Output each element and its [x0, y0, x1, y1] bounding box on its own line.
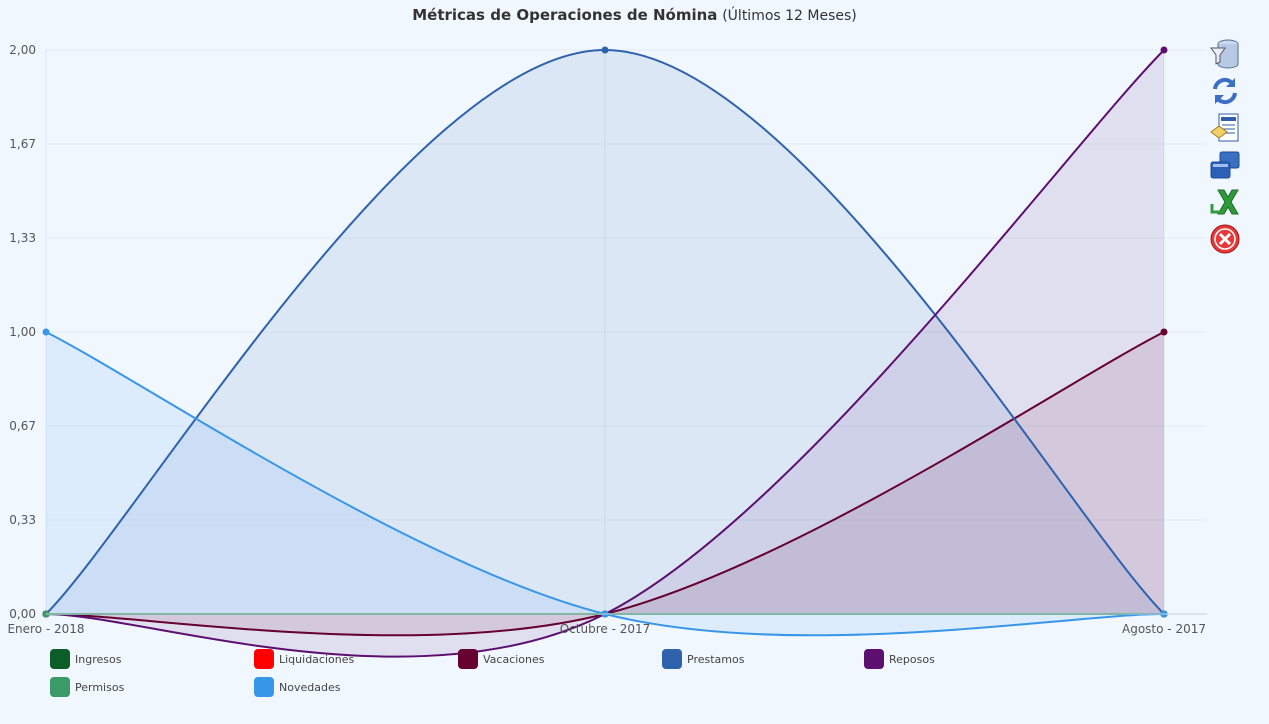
legend-label: Novedades [279, 680, 341, 694]
chart-title: Métricas de Operaciones de Nómina (Últim… [0, 6, 1269, 24]
x-tick-label: Enero - 2018 [7, 622, 84, 636]
y-tick-label: 1,67 [9, 137, 36, 151]
point-vacaciones[interactable] [1160, 328, 1168, 336]
chart-title-main: Métricas de Operaciones de Nómina [412, 6, 718, 24]
legend-swatch [254, 649, 274, 669]
chart-toolbar [1209, 38, 1243, 260]
legend-item-ingresos[interactable]: Ingresos [50, 648, 121, 670]
y-tick-label: 0,00 [9, 607, 36, 621]
point-prestamos[interactable] [601, 46, 609, 54]
y-tick-label: 2,00 [9, 43, 36, 57]
y-tick-label: 0,33 [9, 513, 36, 527]
legend-swatch [864, 649, 884, 669]
legend-label: Liquidaciones [279, 652, 355, 666]
legend-swatch [458, 649, 478, 669]
close-icon[interactable] [1209, 223, 1241, 255]
point-reposos[interactable] [1160, 46, 1168, 54]
area-prestamos [46, 50, 1164, 614]
x-tick-label: Octubre - 2017 [560, 622, 651, 636]
legend-item-reposos[interactable]: Reposos [864, 648, 935, 670]
legend-label: Permisos [75, 680, 125, 694]
y-tick-label: 0,67 [9, 419, 36, 433]
point-novedades[interactable] [42, 328, 50, 336]
legend-item-liquidaciones[interactable]: Liquidaciones [254, 648, 354, 670]
windows-icon[interactable] [1209, 149, 1241, 181]
x-tick-label: Agosto - 2017 [1122, 622, 1206, 636]
area-novedades [46, 332, 1164, 636]
area-vacaciones [46, 332, 1164, 636]
excel-export-icon[interactable] [1209, 186, 1241, 218]
y-tick-label: 1,33 [9, 231, 36, 245]
report-icon[interactable] [1209, 112, 1241, 144]
legend-item-prestamos[interactable]: Prestamos [662, 648, 744, 670]
legend-label: Prestamos [687, 652, 745, 666]
legend-item-permisos[interactable]: Permisos [50, 676, 124, 698]
refresh-icon[interactable] [1209, 75, 1241, 107]
legend-item-novedades[interactable]: Novedades [254, 676, 340, 698]
legend-swatch [662, 649, 682, 669]
legend-label: Ingresos [75, 652, 122, 666]
line-reposos[interactable] [45, 49, 1165, 658]
filter-database-icon[interactable] [1209, 38, 1241, 70]
legend-swatch [254, 677, 274, 697]
legend-label: Vacaciones [483, 652, 545, 666]
chart-title-subtitle: (Últimos 12 Meses) [722, 8, 857, 24]
legend-label: Reposos [889, 652, 935, 666]
y-tick-label: 1,00 [9, 325, 36, 339]
legend-swatch [50, 677, 70, 697]
area-reposos [46, 50, 1164, 657]
legend-swatch [50, 649, 70, 669]
legend-item-vacaciones[interactable]: Vacaciones [458, 648, 545, 670]
